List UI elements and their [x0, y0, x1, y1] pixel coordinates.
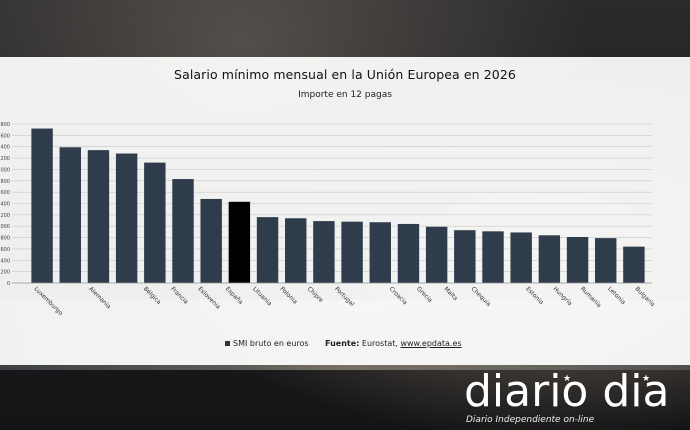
source-link[interactable]: www.epdata.es: [400, 339, 462, 348]
bar: [341, 221, 363, 283]
bar: [313, 221, 335, 283]
x-tick-label: Lituania: [251, 285, 273, 307]
bar: [397, 223, 420, 283]
x-tick-label: Croacia: [388, 285, 409, 306]
bar: [454, 230, 476, 283]
x-tick-label: España: [224, 285, 245, 306]
y-tick-label: 1200: [0, 213, 10, 219]
bar: [87, 150, 110, 283]
x-tick-label: Luxemburgo: [33, 285, 65, 317]
star-icon: ★: [563, 374, 572, 384]
bar: [538, 235, 561, 283]
x-tick-label: Polonia: [278, 285, 298, 305]
source-text: Eurostat,: [361, 339, 398, 348]
y-tick-label: 2800: [0, 122, 10, 128]
logo-tagline: Diario Independiente on-line: [466, 415, 595, 425]
y-tick-label: 2200: [0, 156, 10, 162]
x-tick-label: Alemania: [87, 285, 112, 310]
y-tick-label: 1800: [0, 179, 10, 185]
y-tick-label: 0: [7, 281, 10, 287]
bar: [31, 128, 53, 283]
bar: [566, 237, 589, 283]
y-tick-label: 600: [0, 247, 10, 253]
source-note: Fuente: Eurostat, www.epdata.es: [325, 339, 462, 348]
y-tick-label: 2400: [0, 145, 10, 151]
x-tick-label: Chequia: [470, 285, 493, 308]
y-tick-label: 2600: [0, 133, 10, 139]
y-tick-label: 1600: [0, 190, 10, 196]
x-tick-label: Grecia: [415, 285, 434, 304]
x-tick-label: Bélgica: [142, 285, 163, 306]
bar: [200, 198, 222, 283]
bar: [510, 232, 532, 283]
bar: [425, 226, 448, 283]
logo-name: diario dia: [464, 366, 670, 417]
x-tick-label: Rumanía: [579, 285, 603, 309]
bar: [228, 201, 251, 283]
bar-chart: 0 200 400 600 800 1000 1200 1400 1600 1800 2000 220…: [0, 122, 656, 317]
star-icon: ★: [642, 374, 651, 384]
x-tick-label: Eslovenia: [196, 285, 221, 310]
bar: [256, 217, 279, 283]
x-tick-label: Portugal: [333, 285, 356, 308]
x-tick-label: Francia: [169, 285, 189, 305]
source-label: Fuente:: [325, 339, 360, 348]
y-tick-label: 400: [0, 258, 10, 264]
y-tick-label: 2000: [0, 167, 10, 173]
bar: [482, 231, 504, 283]
y-tick-label: 800: [0, 236, 10, 242]
y-tick-label: 1000: [0, 224, 10, 230]
chart-subtitle: Importe en 12 pagas: [298, 90, 392, 100]
logo: diario dia ★ ★ Diario Independiente on-l…: [464, 368, 690, 430]
bar: [595, 238, 617, 283]
x-tick-label: Chipre: [306, 285, 325, 304]
legend-label: SMI bruto en euros: [233, 339, 309, 348]
x-tick-label: Letonia: [606, 285, 627, 306]
legend: SMI bruto en euros: [225, 339, 309, 348]
bar: [369, 222, 391, 283]
y-tick-label: 200: [0, 270, 10, 276]
x-tick-label: Bulgaria: [633, 285, 656, 308]
bar: [172, 179, 194, 283]
legend-swatch: [225, 341, 230, 346]
bar: [623, 246, 645, 283]
chart-title: Salario mínimo mensual en la Unión Europ…: [174, 67, 516, 82]
x-tick-label: Malta: [442, 285, 459, 302]
x-tick-label: Hungría: [552, 285, 574, 307]
x-tick-label: Estonia: [524, 285, 545, 306]
chart-panel: [0, 57, 690, 365]
y-tick-label: 1400: [0, 202, 10, 208]
bar: [285, 218, 307, 283]
bar: [59, 147, 81, 283]
bar: [144, 162, 166, 283]
bar: [115, 153, 138, 283]
